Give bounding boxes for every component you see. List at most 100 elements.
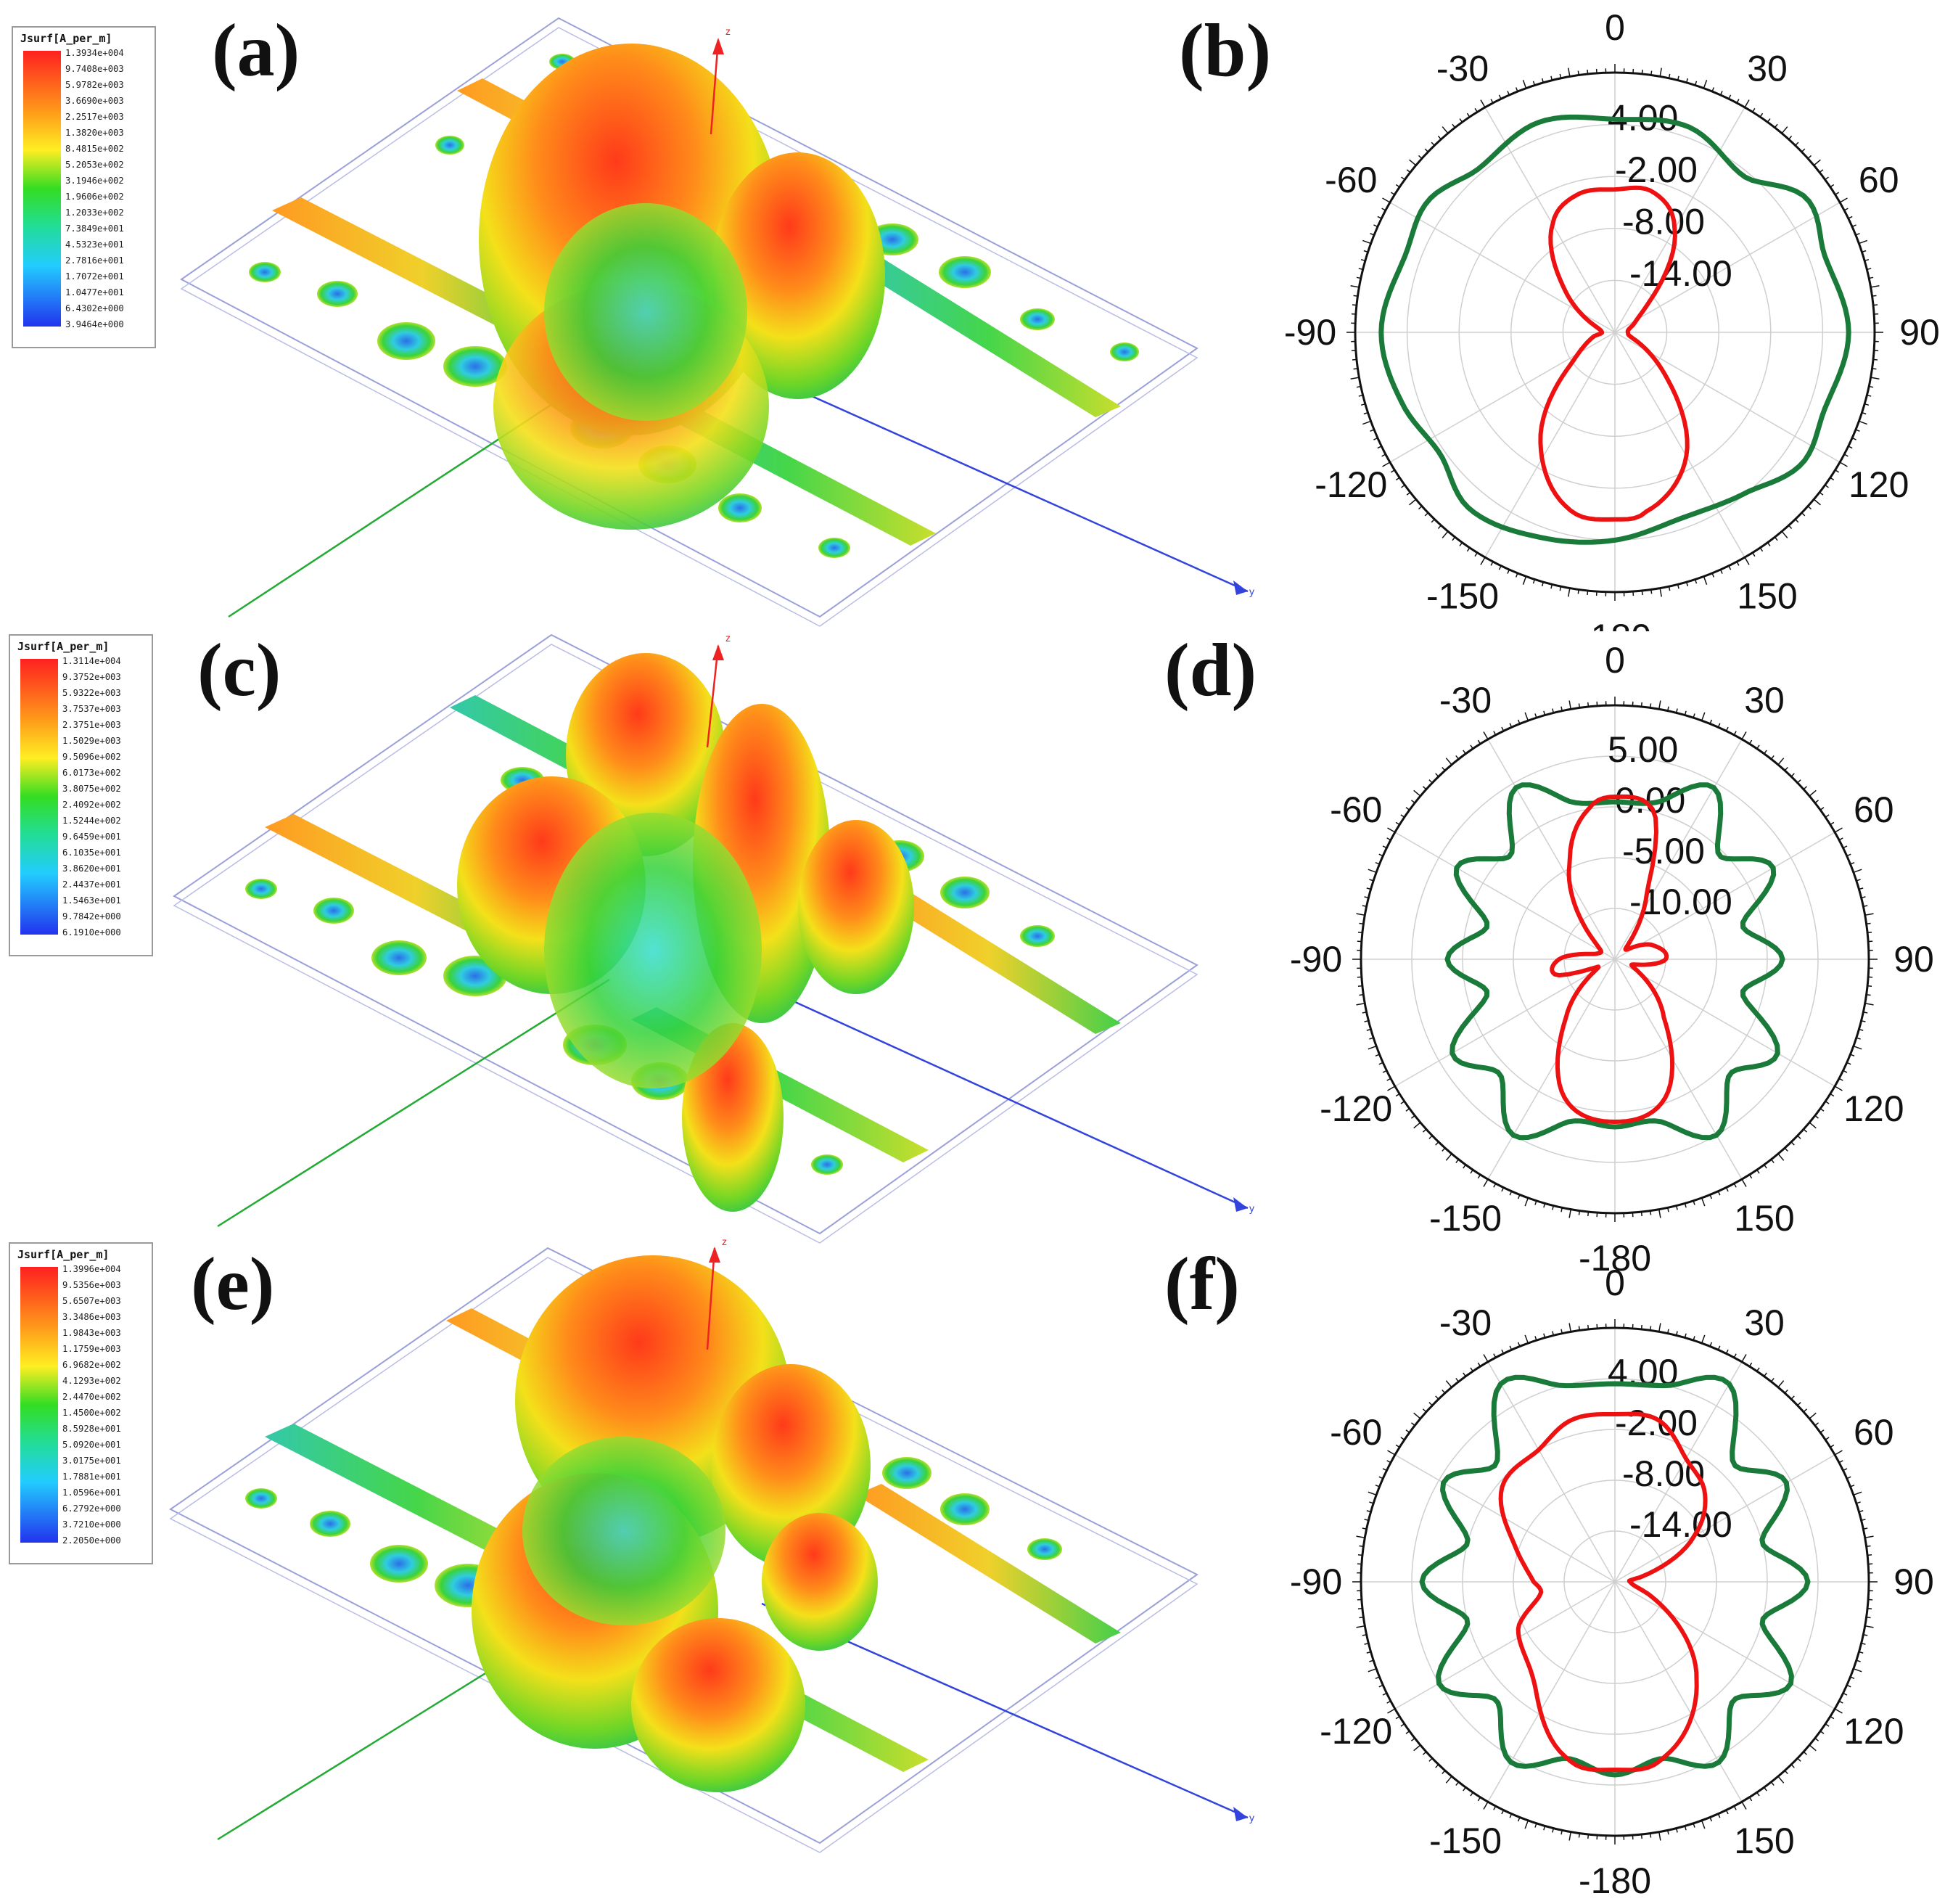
polar-tick xyxy=(1859,420,1867,425)
polar-tick xyxy=(1711,87,1715,92)
polar-tick xyxy=(1867,1554,1872,1556)
polar-tick xyxy=(1501,1810,1505,1815)
polar-tick xyxy=(1382,845,1387,849)
angle-label: 120 xyxy=(1849,464,1909,505)
legend-value: 8.4815e+002 xyxy=(65,144,124,154)
polar-tick xyxy=(1801,148,1806,152)
polar-tick xyxy=(1405,807,1410,811)
polar-tick xyxy=(1375,1676,1380,1680)
polar-tick xyxy=(1658,700,1661,710)
grid-spoke xyxy=(1487,959,1616,1180)
pattern-lobe xyxy=(631,1618,805,1792)
legend-value: 5.9322e+003 xyxy=(62,688,121,698)
polar-tick xyxy=(1748,739,1753,744)
polar-tick xyxy=(1483,1354,1489,1363)
polar-tick xyxy=(1770,1378,1775,1382)
polar-tick xyxy=(1867,394,1872,397)
polar-tick xyxy=(1701,1197,1706,1207)
polar-tick xyxy=(1801,512,1806,517)
polar-tick xyxy=(1830,1444,1835,1448)
legend-value: 2.4092e+002 xyxy=(62,800,121,810)
polar-tick xyxy=(1368,1491,1377,1495)
polar-tick xyxy=(1550,584,1553,589)
legend-value: 3.6690e+003 xyxy=(65,96,124,106)
color-scale-bar xyxy=(23,51,61,327)
polar-tick xyxy=(1387,1708,1396,1714)
pattern-lobe xyxy=(711,152,885,399)
polar-tick xyxy=(1659,67,1662,77)
polar-tick xyxy=(1364,1519,1369,1522)
legend-value: 6.4302e+000 xyxy=(65,303,124,313)
polar-tick xyxy=(1807,155,1812,160)
polar-tick xyxy=(1703,576,1708,585)
polar-tick xyxy=(1744,557,1750,565)
grid-spoke xyxy=(1614,107,1745,333)
polar-tick xyxy=(1550,75,1553,81)
polar-tick xyxy=(1409,498,1417,506)
polar-tick xyxy=(1869,385,1874,388)
polar-tick xyxy=(1543,1333,1546,1338)
grid-spoke xyxy=(1614,959,1743,1180)
angle-label: -60 xyxy=(1330,1412,1382,1453)
polar-tick xyxy=(1390,192,1395,195)
legend-value: 1.4500e+002 xyxy=(62,1408,121,1418)
legend-value: 7.3849e+001 xyxy=(65,223,124,234)
polar-tick xyxy=(1650,70,1653,75)
angle-label: 150 xyxy=(1734,1198,1794,1239)
patch-disk xyxy=(249,262,281,282)
polar-tick xyxy=(1480,99,1486,108)
polar-tick xyxy=(1395,477,1400,481)
polar-tick xyxy=(1568,588,1571,597)
polar-tick xyxy=(1767,542,1771,546)
polar-tick xyxy=(1867,932,1872,934)
polar-tick xyxy=(1790,773,1795,777)
polar-tick xyxy=(1728,565,1732,570)
legend-value: 3.0175e+001 xyxy=(62,1456,121,1466)
polar-tick xyxy=(1445,1380,1452,1388)
polar-tick xyxy=(1442,1389,1446,1394)
polar-tick xyxy=(1377,216,1382,219)
panel-label-e: (e) xyxy=(191,1242,275,1326)
polar-plot-b: 0306090120150-180-150-120-90-60-304.00-2… xyxy=(1284,7,1940,631)
polar-tick xyxy=(1587,1324,1590,1329)
polar-tick xyxy=(1431,141,1435,146)
patch-disk xyxy=(245,1488,277,1509)
polar-tick xyxy=(1532,579,1536,584)
angle-label: 120 xyxy=(1843,1088,1904,1129)
polar-tick xyxy=(1843,454,1849,457)
polar-tick xyxy=(1748,1362,1753,1367)
grid-spoke xyxy=(1394,832,1616,960)
patch-disk xyxy=(371,940,427,975)
polar-tick xyxy=(1843,845,1848,849)
z-axis-arrow xyxy=(712,38,724,54)
polar-tick xyxy=(1534,1200,1537,1205)
polar-tick xyxy=(1477,1174,1481,1179)
polar-tick xyxy=(1850,1676,1855,1680)
polar-tick xyxy=(1764,1372,1767,1377)
polar-tick xyxy=(1838,1078,1843,1081)
polar-tick xyxy=(1797,1135,1801,1139)
polar-tick xyxy=(1455,1378,1460,1382)
polar-tick xyxy=(1517,1194,1521,1199)
polar-tick xyxy=(1795,519,1799,523)
polar-tick xyxy=(1650,589,1653,594)
polar-tick xyxy=(1803,1751,1808,1755)
polar-tick xyxy=(1744,99,1750,108)
polar-tick xyxy=(1401,176,1405,181)
polar-tick xyxy=(1825,176,1829,181)
angle-label: -180 xyxy=(1579,1238,1651,1277)
polar-tick xyxy=(1455,755,1460,760)
angle-label: 30 xyxy=(1747,48,1788,89)
polar-tick xyxy=(1770,755,1775,760)
polar-tick xyxy=(1733,731,1737,736)
polar-tick xyxy=(1777,1153,1785,1161)
angle-label: 30 xyxy=(1744,680,1785,721)
pattern-trace-green xyxy=(1378,114,1851,545)
polar-tick xyxy=(1709,1194,1713,1199)
polar-tick xyxy=(1693,1336,1695,1341)
polar-tick xyxy=(1814,800,1819,804)
legend-value: 4.1293e+002 xyxy=(62,1376,121,1386)
polar-tick xyxy=(1474,107,1478,112)
radial-label: -8.00 xyxy=(1622,202,1705,242)
